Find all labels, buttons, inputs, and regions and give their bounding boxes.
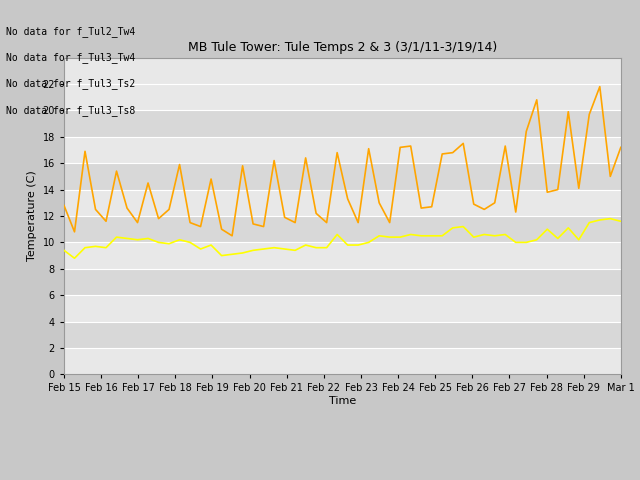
Bar (64, 190, 621, 216)
Bar (64, 295, 621, 322)
Text: No data for f_Tul2_Tw4: No data for f_Tul2_Tw4 (6, 25, 136, 36)
Text: No data for f_Tul3_Ts2: No data for f_Tul3_Ts2 (6, 78, 136, 89)
Bar (64, 216, 621, 242)
Bar (64, 348, 621, 374)
Bar (64, 269, 621, 295)
Bar (64, 242, 621, 269)
Title: MB Tule Tower: Tule Temps 2 & 3 (3/1/11-3/19/14): MB Tule Tower: Tule Temps 2 & 3 (3/1/11-… (188, 41, 497, 54)
Text: No data for f_Tul3_Tw4: No data for f_Tul3_Tw4 (6, 52, 136, 63)
Bar (64, 163, 621, 190)
Bar (64, 84, 621, 110)
Bar (64, 110, 621, 137)
X-axis label: Time: Time (329, 396, 356, 406)
Text: No data for f_Tul3_Ts8: No data for f_Tul3_Ts8 (6, 105, 136, 116)
Bar (64, 322, 621, 348)
Bar (64, 137, 621, 163)
Y-axis label: Temperature (C): Temperature (C) (27, 170, 37, 262)
